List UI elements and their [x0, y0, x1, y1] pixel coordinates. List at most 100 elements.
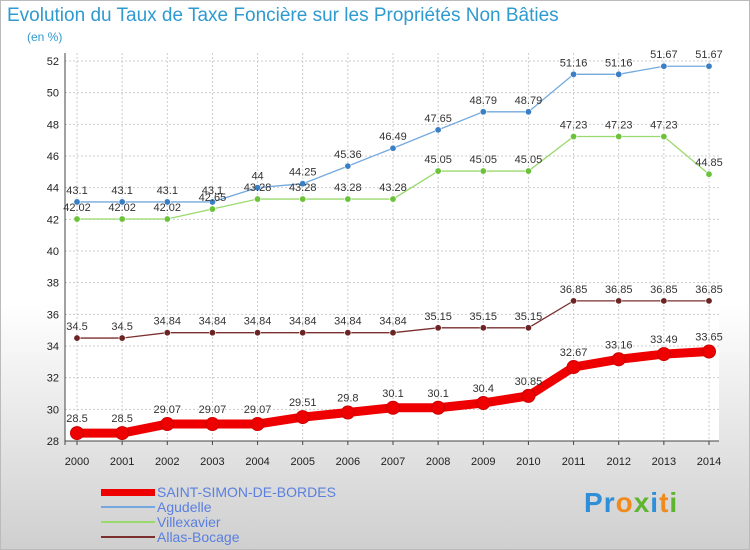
data-label: 34.84	[379, 316, 407, 328]
x-tick-label: 2007	[381, 456, 405, 468]
data-label: 43.1	[157, 185, 178, 197]
data-label: 36.85	[650, 284, 678, 296]
data-point	[344, 162, 352, 170]
x-tick-label: 2012	[606, 456, 630, 468]
chart-title: Evolution du Taux de Taxe Foncière sur l…	[7, 5, 559, 26]
data-label: 43.28	[334, 182, 362, 194]
legend-label: Agudelle	[157, 499, 212, 515]
y-tick-label: 34	[47, 341, 59, 353]
x-tick-label: 2006	[336, 456, 360, 468]
chart-unit-label: (en %)	[27, 30, 63, 44]
data-point	[205, 417, 220, 432]
data-label: 43.1	[66, 185, 87, 197]
data-point	[163, 329, 171, 337]
legend: SAINT-SIMON-DE-BORDES Agudelle Villexavi…	[101, 485, 401, 545]
data-label: 47.23	[605, 120, 633, 132]
data-point	[570, 133, 578, 141]
data-label: 34.84	[334, 316, 362, 328]
data-point	[208, 198, 216, 206]
y-tick-label: 36	[47, 309, 59, 321]
data-point	[299, 195, 307, 203]
data-label: 45.05	[470, 154, 498, 166]
data-point	[705, 62, 713, 70]
data-point	[434, 167, 442, 175]
data-label: 29.07	[199, 404, 227, 416]
legend-label: Allas-Bocage	[157, 529, 240, 545]
data-label: 42.02	[63, 202, 91, 214]
data-label: 28.5	[66, 413, 87, 425]
y-tick-label: 38	[47, 278, 59, 290]
data-label: 45.36	[334, 149, 362, 161]
data-label: 51.67	[650, 49, 678, 61]
data-point	[163, 198, 171, 206]
data-point	[254, 184, 262, 192]
data-point	[611, 352, 626, 367]
data-point	[705, 297, 713, 305]
data-label: 34.84	[199, 316, 227, 328]
data-point	[254, 195, 262, 203]
x-tick-label: 2009	[471, 456, 495, 468]
data-point	[389, 195, 397, 203]
data-label: 43.28	[379, 182, 407, 194]
data-label: 29.51	[289, 397, 317, 409]
x-tick-label: 2001	[110, 456, 134, 468]
data-point	[524, 167, 532, 175]
data-label: 33.49	[650, 334, 678, 346]
legend-item-agudelle: Agudelle	[101, 500, 401, 515]
proxiti-logo: Proxiti	[584, 487, 679, 518]
x-tick-label: 2011	[562, 456, 586, 468]
data-label: 42.02	[108, 202, 136, 214]
legend-label: Villexavier	[157, 514, 221, 530]
data-label: 36.85	[695, 284, 723, 296]
data-label: 34.84	[289, 316, 317, 328]
data-point	[660, 133, 668, 141]
data-point	[615, 297, 623, 305]
legend-swatch	[101, 536, 155, 538]
data-point	[208, 329, 216, 337]
data-label: 30.4	[473, 383, 494, 395]
data-label: 43.28	[289, 182, 317, 194]
y-tick-label: 50	[47, 88, 59, 100]
data-point	[656, 347, 671, 362]
data-point	[118, 215, 126, 223]
data-point	[524, 108, 532, 116]
data-label: 45.05	[424, 154, 452, 166]
y-tick-label: 28	[47, 436, 59, 448]
data-point	[615, 70, 623, 78]
data-point	[521, 388, 536, 403]
data-label: 45.05	[515, 154, 543, 166]
data-label: 34.5	[66, 321, 87, 333]
data-point	[118, 198, 126, 206]
data-point	[386, 400, 400, 415]
data-point	[570, 297, 578, 305]
data-label: 34.84	[154, 316, 182, 328]
data-label: 30.1	[427, 388, 448, 400]
data-point	[479, 167, 487, 175]
y-tick-label: 52	[47, 56, 59, 68]
data-point	[208, 205, 216, 213]
legend-swatch	[101, 489, 155, 496]
data-point	[479, 108, 487, 116]
data-label: 42.65	[199, 192, 227, 204]
data-label: 51.16	[605, 57, 633, 69]
data-label: 51.67	[695, 49, 723, 61]
data-point	[566, 360, 581, 375]
data-point	[524, 324, 532, 332]
data-label: 29.07	[244, 404, 272, 416]
plot-area	[65, 53, 719, 441]
data-label: 35.15	[515, 311, 543, 323]
data-point	[702, 344, 716, 359]
legend-label: SAINT-SIMON-DE-BORDES	[157, 484, 336, 500]
data-label: 35.15	[424, 311, 452, 323]
data-label: 35.15	[470, 311, 498, 323]
data-point	[70, 426, 84, 441]
data-point	[340, 405, 355, 420]
data-point	[160, 417, 175, 432]
data-point	[476, 396, 491, 410]
data-point	[431, 400, 446, 415]
x-tick-label: 2005	[290, 456, 314, 468]
x-tick-label: 2004	[245, 456, 269, 468]
data-label: 32.67	[560, 347, 588, 359]
data-label: 48.79	[470, 95, 498, 107]
